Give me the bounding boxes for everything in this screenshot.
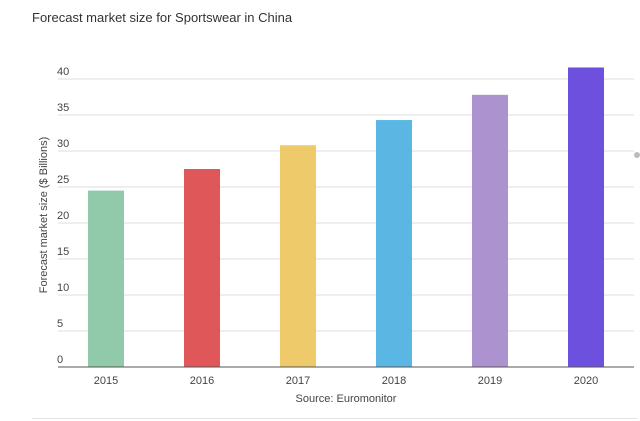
bar-2018 <box>376 120 412 367</box>
bars <box>88 67 604 367</box>
x-tick-label: 2016 <box>190 375 214 387</box>
y-tick-label: 5 <box>57 318 63 330</box>
gridlines <box>58 78 634 332</box>
chart-title: Forecast market size for Sportswear in C… <box>32 10 293 25</box>
y-tick-label: 15 <box>57 246 69 258</box>
y-axis-ticks: 0 5 10 15 20 25 30 35 40 <box>57 66 69 366</box>
y-tick-label: 10 <box>57 282 69 294</box>
bar-2020 <box>568 67 604 367</box>
y-tick-label: 20 <box>57 210 69 222</box>
bar-2015 <box>88 190 124 367</box>
y-tick-label: 35 <box>57 102 69 114</box>
source-note: Source: Euromonitor <box>296 393 397 405</box>
y-tick-label: 0 <box>57 354 63 366</box>
y-axis-label: Forecast market size ($ Billions) <box>38 137 50 294</box>
y-tick-label: 40 <box>57 66 69 78</box>
x-tick-label: 2020 <box>574 375 598 387</box>
x-tick-label: 2015 <box>94 375 118 387</box>
x-tick-label: 2018 <box>382 375 406 387</box>
x-tick-label: 2017 <box>286 375 310 387</box>
y-tick-label: 25 <box>57 174 69 186</box>
bar-2017 <box>280 145 316 367</box>
x-tick-label: 2019 <box>478 375 502 387</box>
edge-marker <box>634 152 640 158</box>
bar-2016 <box>184 169 220 367</box>
bar-2019 <box>472 94 508 367</box>
y-tick-label: 30 <box>57 138 69 150</box>
x-axis-ticks: 2015 2016 2017 2018 2019 2020 <box>94 375 598 387</box>
footer-divider <box>32 418 637 419</box>
